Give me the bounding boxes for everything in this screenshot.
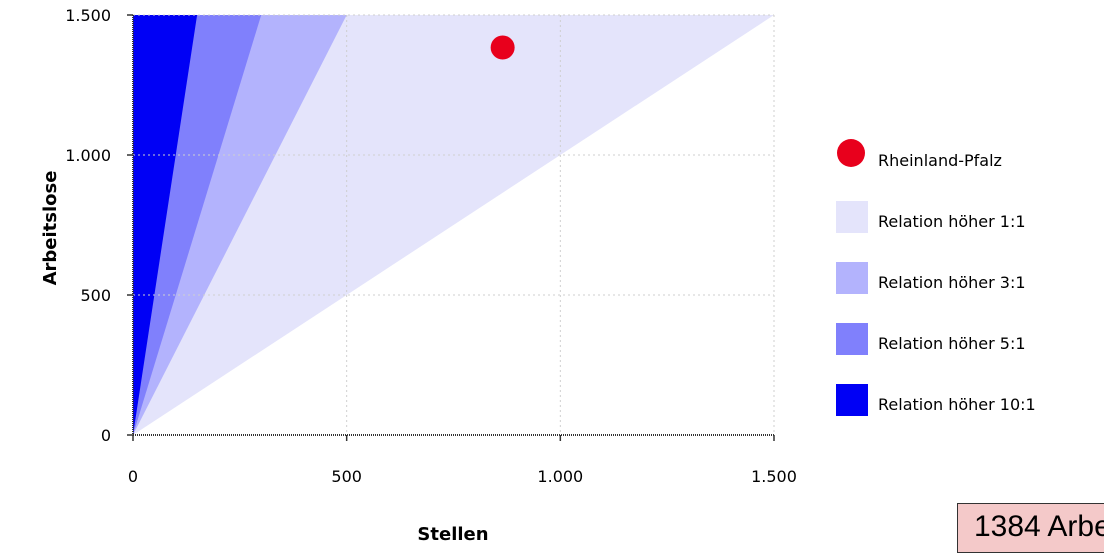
x-tick-label: 500 (331, 467, 362, 486)
y-axis-title: Arbeitslose (40, 171, 61, 286)
legend: Rheinland-Pfalz Relation höher 1:1 Relatio… (836, 139, 1036, 416)
x-axis-title: Stellen (417, 524, 488, 545)
legend-swatch (836, 262, 868, 294)
legend-marker-point (837, 139, 865, 167)
y-tick-label: 0 (101, 426, 111, 445)
plot-area (133, 14, 775, 435)
y-tick-label: 1.500 (65, 6, 111, 25)
legend-label: Relation höher 10:1 (878, 395, 1036, 414)
value-callout: 1384 Arbeitslose (957, 503, 1104, 553)
legend-label: Relation höher 1:1 (878, 212, 1026, 231)
legend-label: Rheinland-Pfalz (878, 151, 1002, 170)
legend-label: Relation höher 5:1 (878, 334, 1026, 353)
legend-swatch (836, 323, 868, 355)
legend-swatch (836, 384, 868, 416)
point-rheinland-pfalz (490, 35, 515, 60)
x-tick-label: 0 (128, 467, 138, 486)
legend-label: Relation höher 3:1 (878, 273, 1026, 292)
y-tick-label: 500 (80, 286, 111, 305)
x-tick-label: 1.000 (537, 467, 583, 486)
y-tick-label: 1.000 (65, 146, 111, 165)
x-tick-label: 1.500 (751, 467, 797, 486)
region-ratio-10 (133, 15, 198, 435)
axes: 0 500 1.000 1.500 0 500 1.000 1.500 (65, 6, 797, 486)
legend-swatch (836, 201, 868, 233)
